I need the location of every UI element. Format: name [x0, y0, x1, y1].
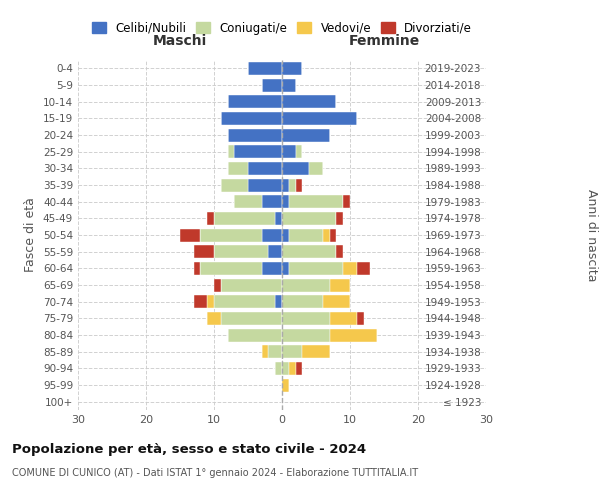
Bar	[289, 228, 323, 241]
Bar	[262, 195, 282, 208]
Bar	[282, 312, 329, 325]
Bar	[194, 295, 207, 308]
Bar	[282, 295, 323, 308]
Bar	[214, 212, 275, 225]
Bar	[221, 112, 282, 125]
Bar	[227, 145, 235, 158]
Text: Femmine: Femmine	[349, 34, 419, 48]
Text: COMUNE DI CUNICO (AT) - Dati ISTAT 1° gennaio 2024 - Elaborazione TUTTITALIA.IT: COMUNE DI CUNICO (AT) - Dati ISTAT 1° ge…	[12, 468, 418, 477]
Bar	[248, 178, 282, 192]
Bar	[282, 112, 357, 125]
Bar	[282, 62, 302, 75]
Bar	[282, 145, 296, 158]
Bar	[296, 178, 302, 192]
Bar	[329, 312, 357, 325]
Bar	[357, 262, 370, 275]
Bar	[235, 145, 282, 158]
Bar	[343, 262, 357, 275]
Bar	[343, 195, 350, 208]
Bar	[309, 162, 323, 175]
Text: Maschi: Maschi	[153, 34, 207, 48]
Bar	[268, 245, 282, 258]
Bar	[282, 378, 289, 392]
Bar	[194, 262, 200, 275]
Legend: Celibi/Nubili, Coniugati/e, Vedovi/e, Divorziati/e: Celibi/Nubili, Coniugati/e, Vedovi/e, Di…	[87, 17, 477, 40]
Bar	[282, 328, 329, 342]
Bar	[262, 228, 282, 241]
Bar	[282, 278, 329, 291]
Bar	[282, 195, 289, 208]
Bar	[282, 128, 329, 141]
Bar	[337, 245, 343, 258]
Bar	[323, 228, 329, 241]
Bar	[262, 262, 282, 275]
Bar	[275, 362, 282, 375]
Bar	[337, 212, 343, 225]
Bar	[282, 362, 289, 375]
Bar	[282, 262, 289, 275]
Bar	[262, 78, 282, 92]
Bar	[268, 345, 282, 358]
Bar	[200, 262, 262, 275]
Bar	[227, 128, 282, 141]
Bar	[207, 212, 214, 225]
Bar	[221, 178, 248, 192]
Bar	[275, 212, 282, 225]
Bar	[282, 245, 337, 258]
Bar	[248, 162, 282, 175]
Text: Popolazione per età, sesso e stato civile - 2024: Popolazione per età, sesso e stato civil…	[12, 442, 366, 456]
Bar	[214, 295, 275, 308]
Bar	[200, 228, 262, 241]
Bar	[227, 162, 248, 175]
Bar	[221, 278, 282, 291]
Bar	[194, 245, 214, 258]
Bar	[207, 312, 221, 325]
Bar	[275, 295, 282, 308]
Bar	[214, 278, 221, 291]
Bar	[248, 62, 282, 75]
Bar	[296, 362, 302, 375]
Bar	[329, 328, 377, 342]
Text: Anni di nascita: Anni di nascita	[584, 188, 598, 281]
Bar	[180, 228, 200, 241]
Bar	[214, 245, 268, 258]
Bar	[289, 178, 296, 192]
Bar	[323, 295, 350, 308]
Bar	[282, 95, 337, 108]
Bar	[282, 345, 302, 358]
Bar	[296, 145, 302, 158]
Bar	[282, 212, 337, 225]
Bar	[227, 95, 282, 108]
Bar	[289, 362, 296, 375]
Bar	[221, 312, 282, 325]
Bar	[262, 345, 268, 358]
Bar	[357, 312, 364, 325]
Bar	[282, 228, 289, 241]
Bar	[282, 162, 309, 175]
Bar	[235, 195, 262, 208]
Bar	[282, 178, 289, 192]
Bar	[289, 195, 343, 208]
Y-axis label: Fasce di età: Fasce di età	[25, 198, 37, 272]
Bar	[329, 278, 350, 291]
Bar	[302, 345, 329, 358]
Bar	[227, 328, 282, 342]
Bar	[289, 262, 343, 275]
Bar	[207, 295, 214, 308]
Bar	[282, 78, 296, 92]
Bar	[329, 228, 337, 241]
